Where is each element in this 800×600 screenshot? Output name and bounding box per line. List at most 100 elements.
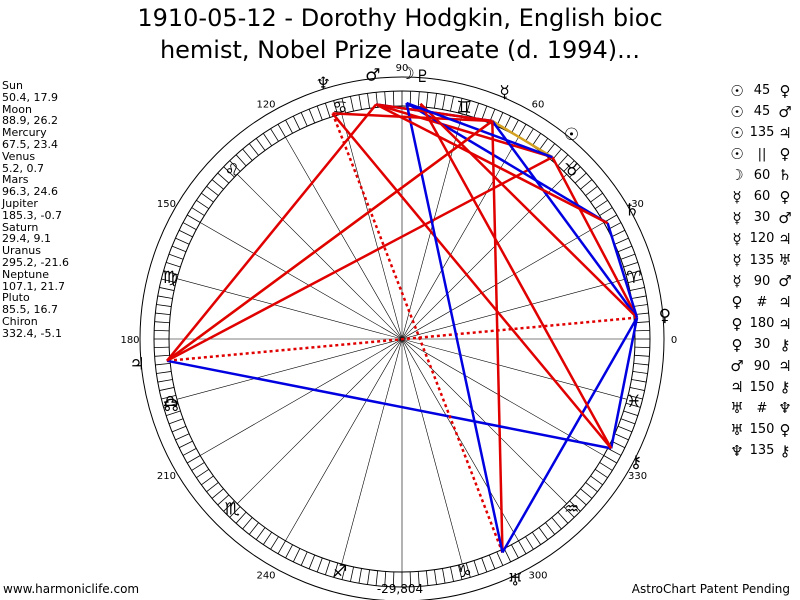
degree-tick <box>175 237 190 245</box>
planet-name-mercury: Mercury <box>2 126 47 140</box>
degree-tick <box>217 172 230 184</box>
degree-tick <box>175 433 190 441</box>
degree-tick <box>308 554 316 570</box>
planet-name-sun: Sun <box>2 79 23 92</box>
degree-tick <box>384 571 387 587</box>
degree-tick <box>157 379 173 383</box>
degree-tick <box>262 531 273 545</box>
degree-tick <box>384 91 387 107</box>
aspect-type: 135 <box>749 443 775 459</box>
degree-tick <box>392 91 395 107</box>
degree-tick <box>425 570 429 586</box>
planet-glyph-chiron: ⚷ <box>630 452 642 472</box>
aspect-line <box>405 102 504 553</box>
aspect-row: ☿ 60 ♀ <box>727 186 797 207</box>
aspect-planet-2: ♃ <box>778 314 792 333</box>
aspect-line <box>166 316 638 363</box>
title-line-1: 1910-05-12 - Dorothy Hodgkin, English bi… <box>137 4 663 32</box>
degree-tick <box>155 362 171 366</box>
aspect-row: ♃ 150 ⚷ <box>727 377 797 398</box>
aspect-line <box>609 317 639 449</box>
aspect-row: ♀ 180 ♃ <box>727 313 797 334</box>
zodiac-sign-glyph: ♓ <box>626 392 641 412</box>
degree-label: 150 <box>157 199 176 210</box>
aspect-type: 60 <box>753 167 771 183</box>
aspect-line <box>375 103 553 159</box>
planet-glyph-uranus: ♅ <box>508 571 523 591</box>
aspect-type: 150 <box>749 422 775 438</box>
degree-tick <box>201 192 214 203</box>
degree-tick <box>262 133 273 147</box>
degree-tick <box>187 214 201 223</box>
aspect-type: 45 <box>753 104 771 120</box>
degree-tick <box>341 564 347 580</box>
aspect-line <box>419 102 638 319</box>
degree-tick <box>350 96 354 112</box>
degree-tick <box>627 278 643 284</box>
degree-tick <box>457 564 463 580</box>
degree-tick <box>425 92 429 108</box>
zodiac-sign-glyph: ♑ <box>456 562 471 582</box>
degree-tick <box>182 222 197 230</box>
website-link[interactable]: www.harmoniclife.com <box>3 582 140 596</box>
degree-tick <box>155 312 171 316</box>
planet-value-pluto: 85.5, 16.7 <box>2 303 58 317</box>
aspect-line <box>166 156 554 362</box>
degree-tick <box>614 237 629 245</box>
degree-tick <box>206 186 219 196</box>
degree-tick <box>473 560 480 575</box>
degree-tick <box>249 522 259 535</box>
zodiac-sign-glyph: ♒ <box>564 500 579 520</box>
aspect-planet-1: ☿ <box>732 208 742 227</box>
aspect-planet-1: ♀ <box>731 314 743 333</box>
planet-name-chiron: Chiron <box>2 314 38 328</box>
degree-tick <box>217 494 230 506</box>
degree-tick <box>599 462 613 471</box>
degree-tick <box>156 304 172 307</box>
aspect-planet-2: ♃ <box>778 357 792 376</box>
degree-tick <box>191 462 205 471</box>
degree-tick <box>171 245 187 253</box>
degree-tick <box>417 91 420 107</box>
aspect-row: ♀ 30 ⚷ <box>727 334 797 355</box>
aspect-planet-1: ♆ <box>730 441 744 460</box>
degree-tick <box>511 544 519 559</box>
aspect-line <box>166 103 378 362</box>
aspect-type: 90 <box>753 273 771 289</box>
aspect-row: ☿ 120 ♃ <box>727 228 797 249</box>
degree-tick <box>223 500 235 512</box>
degree-tick <box>545 522 555 535</box>
degree-tick <box>557 511 569 524</box>
degree-tick <box>171 425 187 433</box>
aspect-planet-2: ♆ <box>778 399 792 418</box>
zodiac-sign-glyph: ♌ <box>225 160 240 180</box>
planet-value-neptune: 107.1, 21.7 <box>2 279 65 293</box>
degree-tick <box>367 569 370 585</box>
aspect-line <box>606 222 639 318</box>
degree-tick <box>229 160 241 172</box>
degree-tick <box>324 560 331 575</box>
aspect-planet-2: ♂ <box>778 272 792 291</box>
degree-tick <box>450 96 454 112</box>
degree-label: 210 <box>157 471 176 482</box>
degree-tick <box>634 329 650 332</box>
aspect-planet-1: ☿ <box>732 251 742 270</box>
degree-tick <box>629 387 645 391</box>
aspect-line <box>551 156 639 319</box>
degree-tick <box>161 394 177 400</box>
degree-tick <box>182 448 197 456</box>
degree-tick <box>191 207 205 216</box>
aspect-line <box>491 120 639 319</box>
degree-tick <box>358 568 362 584</box>
aspect-planet-2: ⚷ <box>779 335 791 354</box>
degree-tick <box>627 394 643 400</box>
degree-tick <box>633 362 649 366</box>
aspect-type: 120 <box>749 231 775 247</box>
degree-tick <box>631 379 647 383</box>
degree-tick <box>156 371 172 374</box>
aspect-row: ☿ 135 ♅ <box>727 250 797 271</box>
aspect-row: ☉ 135 ♃ <box>727 122 797 143</box>
degree-tick <box>270 128 279 142</box>
aspect-planet-1: ♀ <box>731 335 743 354</box>
degree-tick <box>590 475 603 486</box>
